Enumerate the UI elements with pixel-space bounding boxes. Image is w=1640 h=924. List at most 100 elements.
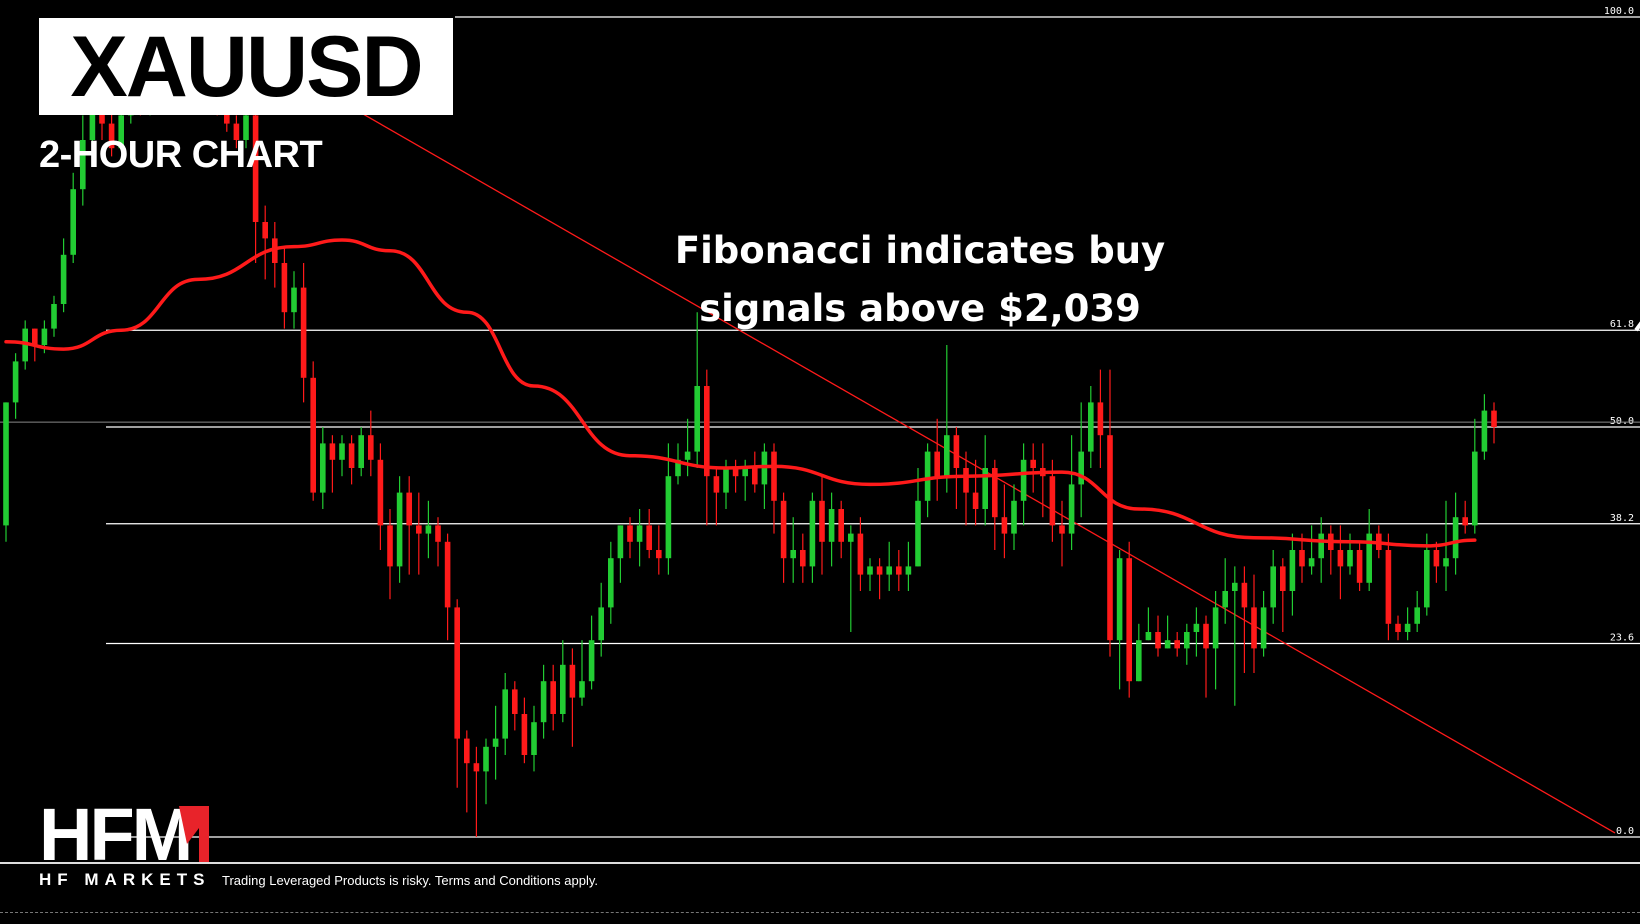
candle-body [876, 566, 883, 575]
candle-body [118, 115, 124, 149]
candle-body [492, 738, 499, 747]
candle [800, 533, 806, 583]
candle [1126, 541, 1132, 698]
candle [809, 492, 816, 583]
candle [617, 525, 624, 583]
candle [1078, 402, 1084, 518]
candle-body [243, 115, 249, 140]
candlestick-series [3, 41, 1497, 837]
candle [713, 468, 720, 526]
candle-body [368, 435, 374, 460]
candle [867, 558, 873, 591]
candle [828, 492, 835, 567]
candle-body [828, 509, 835, 542]
candle-body [982, 468, 988, 509]
candle [291, 271, 297, 329]
candle [1145, 607, 1152, 641]
candle-body [1212, 607, 1219, 649]
candle-body [780, 500, 787, 559]
candle-body [742, 468, 748, 477]
candle [1059, 500, 1065, 567]
candle [588, 615, 595, 690]
candle [1270, 550, 1276, 624]
candle-body [483, 746, 489, 772]
candle-body [60, 254, 67, 304]
candle-body [1088, 402, 1094, 452]
moving-average-line [4, 238, 1477, 548]
candle [1088, 386, 1094, 468]
candle-body [377, 459, 384, 526]
candle [348, 435, 355, 485]
candle-body [1232, 582, 1238, 591]
candle-body [857, 533, 864, 575]
candle-body [406, 492, 412, 526]
candle-body [1049, 476, 1056, 526]
candle [1491, 402, 1497, 444]
candle [425, 500, 432, 559]
candle-body [1289, 550, 1296, 591]
candle-body [1385, 550, 1392, 624]
fibonacci-levels: 100.0 61.8 50.0 38.2 23.6 0.0 [0, 6, 1640, 838]
candle-body [444, 541, 451, 608]
candle-body [396, 492, 403, 567]
fib-label-38.2: 38.2 [1610, 513, 1634, 524]
candle-body [1424, 550, 1430, 608]
candle-body [1462, 517, 1468, 526]
candle-body [1414, 607, 1420, 624]
candle-body [358, 435, 364, 468]
candle [848, 525, 854, 632]
candle-body [473, 763, 480, 772]
candle [992, 459, 998, 550]
fib-label-100.0: 100.0 [1604, 6, 1634, 17]
candle-body [3, 402, 9, 526]
candle-body [32, 328, 38, 345]
candle-body [1472, 451, 1478, 526]
candle-body [1337, 550, 1344, 567]
candle [1184, 623, 1190, 665]
candle-body [790, 550, 796, 559]
candle-body [924, 451, 931, 501]
candle [377, 443, 384, 550]
candle-body [1280, 566, 1286, 591]
candle-body [1136, 640, 1142, 682]
candle-body [560, 664, 566, 714]
candle [1414, 591, 1420, 632]
footer-divider [0, 862, 1640, 864]
candle-body [588, 640, 595, 682]
candle [1452, 492, 1459, 575]
candle-body [339, 443, 345, 460]
candle-body [896, 566, 902, 575]
candle-body [252, 115, 259, 222]
candle-body [972, 492, 979, 509]
candle [569, 648, 576, 747]
candle [752, 451, 758, 493]
candle [310, 361, 316, 501]
candle [51, 295, 57, 337]
candle-body [300, 287, 307, 378]
candle-body [1452, 517, 1459, 559]
candle [876, 558, 883, 600]
candle [444, 533, 451, 641]
candle [454, 599, 460, 788]
fib-label-0.0: 0.0 [1616, 826, 1634, 837]
candle [1193, 607, 1200, 657]
candle-body [1241, 582, 1248, 608]
candle [80, 115, 86, 206]
candle [1030, 443, 1036, 493]
candle-body [656, 550, 662, 559]
candle [329, 435, 336, 493]
signal-arrow-shaft [1634, 321, 1640, 332]
candle [771, 443, 777, 534]
candle [473, 746, 480, 837]
candle [1318, 517, 1324, 583]
candle [464, 730, 470, 813]
candle-body [1145, 632, 1152, 641]
candle [396, 476, 403, 583]
candle-body [1433, 550, 1440, 567]
candle [838, 500, 844, 559]
candle-body [550, 681, 556, 714]
candle [675, 443, 681, 485]
candle-body [838, 509, 844, 542]
candle-body [272, 238, 278, 263]
